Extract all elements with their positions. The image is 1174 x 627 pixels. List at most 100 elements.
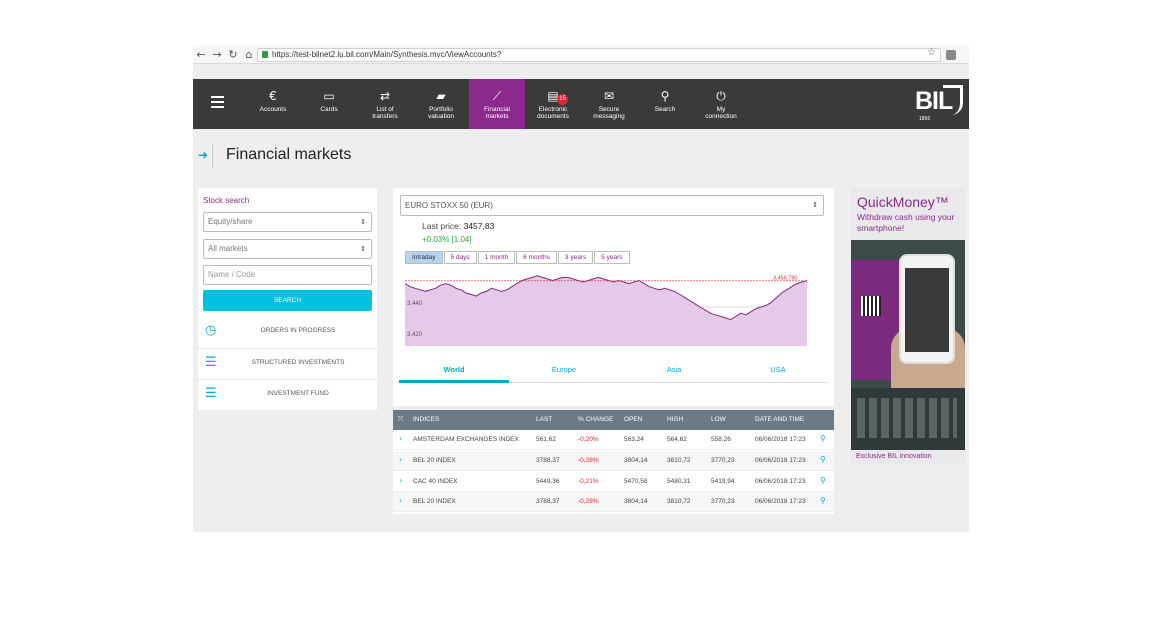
nav-label: Secure messaging [593, 106, 625, 120]
index-datetime: 06/06/2018 17:23 [755, 457, 806, 464]
index-open: 3804,14 [624, 498, 648, 505]
nav-item-search[interactable]: ⚲ Search [637, 79, 693, 129]
table-row[interactable]: › BEL 20 INDEX 3788,37 -0,28% 3804,14 38… [393, 492, 834, 512]
quickmoney-ad[interactable]: QuickMoney™ Withdraw cash using your sma… [851, 188, 965, 464]
nav-item-transfers[interactable]: ⇄ List of transfers [357, 79, 413, 129]
nav-label: Portfolio valuation [427, 106, 455, 120]
magnifier-icon[interactable]: ⚲ [820, 434, 826, 443]
back-arrow-icon[interactable]: ➜ [198, 148, 209, 162]
folder-icon: ▰ [436, 89, 446, 103]
select-arrow-icon: ⇕ [360, 245, 366, 253]
nav-item-messaging[interactable]: ✉ Secure messaging [581, 79, 637, 129]
market-select[interactable]: All markets ⇕ [203, 239, 372, 259]
column-header[interactable]: HIGH [667, 416, 684, 423]
index-datetime: 06/06/2018 17:23 [755, 498, 806, 505]
ad-subtitle: Withdraw cash using your smartphone! [857, 212, 955, 233]
chart-y-tick-label: 3,440 [407, 301, 423, 307]
index-open: 3804,14 [624, 457, 648, 464]
column-header[interactable]: LOW [711, 416, 726, 423]
table-row[interactable]: › AMSTERDAM EXCHANGES INDEX 561,62 -0,20… [393, 430, 834, 450]
star-icon[interactable]: ☆ [927, 47, 936, 58]
index-last: 3788,37 [536, 457, 560, 464]
region-tab-world[interactable]: World [399, 363, 509, 383]
equity-type-select[interactable]: Equity/share ⇕ [203, 212, 372, 232]
column-header[interactable]: LAST [536, 416, 553, 423]
table-row[interactable]: › CAC 40 INDEX 5449,36 -0,21% 5470,58 54… [393, 472, 834, 492]
browser-toolbar: ← → ↻ ⌂ https://test-bilnet2.lu.bil.com/… [193, 46, 969, 64]
magnifier-icon[interactable]: ⚲ [820, 496, 826, 505]
transfer-icon: ⇄ [379, 89, 391, 103]
period-tab-3-years[interactable]: 3 years [557, 251, 594, 264]
column-header[interactable]: INDICES [413, 416, 440, 423]
nav-item-portfolio[interactable]: ▰ Portfolio valuation [413, 79, 469, 129]
index-name: BEL 20 INDEX [413, 457, 456, 464]
column-header[interactable]: DATE AND TIME [755, 416, 805, 423]
orders-in-progress-link[interactable]: ◷ ORDERS IN PROGRESS [198, 317, 377, 347]
magnifier-icon[interactable]: ⚲ [820, 476, 826, 485]
nav-item-financial-markets[interactable]: ⟋ Financial markets [469, 79, 525, 129]
reload-icon[interactable]: ↻ [228, 47, 238, 61]
logo-year: 1856 [919, 116, 931, 122]
ad-header: QuickMoney™ Withdraw cash using your sma… [851, 188, 965, 240]
home-icon[interactable]: ⌂ [245, 47, 253, 61]
nav-item-connection[interactable]: ⏻ My connection [693, 79, 749, 129]
nav-label: My connection [705, 106, 737, 120]
period-tab-5-days[interactable]: 5 days [443, 251, 477, 264]
phone-screen [905, 268, 949, 352]
nav-label: Cards [320, 106, 338, 113]
period-tabs: Intraday 5 days 1 month 6 months 3 years… [405, 251, 631, 264]
chart-reference-label: 3,456.790 [773, 275, 797, 281]
period-tab-1-month[interactable]: 1 month [477, 251, 516, 264]
page-header: ➜ Financial markets [193, 144, 969, 168]
period-tab-5-years[interactable]: 5 years [594, 251, 630, 264]
indices-table: ⤧ INDICES LAST % CHANGE OPEN HIGH LOW DA… [393, 410, 834, 514]
region-tab-europe[interactable]: Europe [551, 365, 577, 374]
chart-y-tick-label: 3,420 [407, 332, 423, 338]
index-open: 5470,58 [624, 478, 648, 485]
structured-investments-link[interactable]: ☰ STRUCTURED INVESTMENTS [198, 348, 377, 378]
period-tab-6-months[interactable]: 6 months [516, 251, 557, 264]
name-code-input[interactable]: Name / Code [203, 265, 372, 285]
table-header: ⤧ INDICES LAST % CHANGE OPEN HIGH LOW DA… [393, 410, 834, 430]
address-bar[interactable]: https://test-bilnet2.lu.bil.com/Main/Syn… [257, 48, 941, 62]
bil-logo[interactable]: BIL 1856 [913, 83, 965, 125]
price-change: +0.03% [1.04] [422, 235, 472, 244]
divider [212, 144, 213, 168]
forward-icon[interactable]: → [212, 47, 222, 61]
power-icon: ⏻ [716, 89, 726, 103]
link-label: INVESTMENT FUND [267, 390, 329, 397]
index-high: 3810,72 [667, 498, 691, 505]
index-low: 558,26 [711, 436, 731, 443]
index-last: 561,62 [536, 436, 556, 443]
index-datetime: 06/06/2018 17:23 [755, 436, 806, 443]
search-button[interactable]: SEARCH [203, 290, 372, 311]
nav-item-cards[interactable]: ▭ Cards [301, 79, 357, 129]
extension-icon[interactable] [946, 50, 956, 60]
nav-item-accounts[interactable]: € Accounts [245, 79, 301, 129]
column-header[interactable]: OPEN [624, 416, 643, 423]
chart-line [405, 275, 807, 321]
index-low: 5419,94 [711, 478, 735, 485]
nav-label: Search [654, 106, 676, 113]
period-tab-intraday[interactable]: Intraday [405, 251, 443, 264]
index-high: 5480,31 [667, 478, 691, 485]
main-navigation: € Accounts ▭ Cards ⇄ List of transfers ▰… [193, 79, 969, 129]
region-tab-asia[interactable]: Asia [666, 365, 682, 374]
region-tab-usa[interactable]: USA [770, 365, 786, 374]
ticker-select[interactable]: EURO STOXX 50 (EUR) ⇕ [400, 195, 824, 216]
nav-item-documents[interactable]: ▤ 15 Electronic documents [525, 79, 581, 129]
table-row[interactable]: › BEL 20 INDEX 3788,37 -0,28% 3804,14 38… [393, 451, 834, 471]
magnifier-icon[interactable]: ⚲ [820, 455, 826, 464]
chevron-right-icon[interactable]: › [399, 496, 403, 505]
chevron-right-icon[interactable]: › [399, 476, 403, 485]
chevron-right-icon[interactable]: › [399, 455, 403, 464]
chart-icon: ⟋ [492, 89, 502, 103]
column-header[interactable]: % CHANGE [578, 416, 614, 423]
hamburger-menu-icon[interactable] [211, 96, 224, 108]
nav-label: Financial markets [483, 106, 510, 120]
investment-fund-link[interactable]: ☰ INVESTMENT FUND [198, 379, 377, 409]
mail-icon: ✉ [603, 89, 615, 103]
expand-icon[interactable]: ⤧ [398, 415, 404, 423]
back-icon[interactable]: ← [196, 47, 206, 61]
chevron-right-icon[interactable]: › [399, 434, 403, 443]
